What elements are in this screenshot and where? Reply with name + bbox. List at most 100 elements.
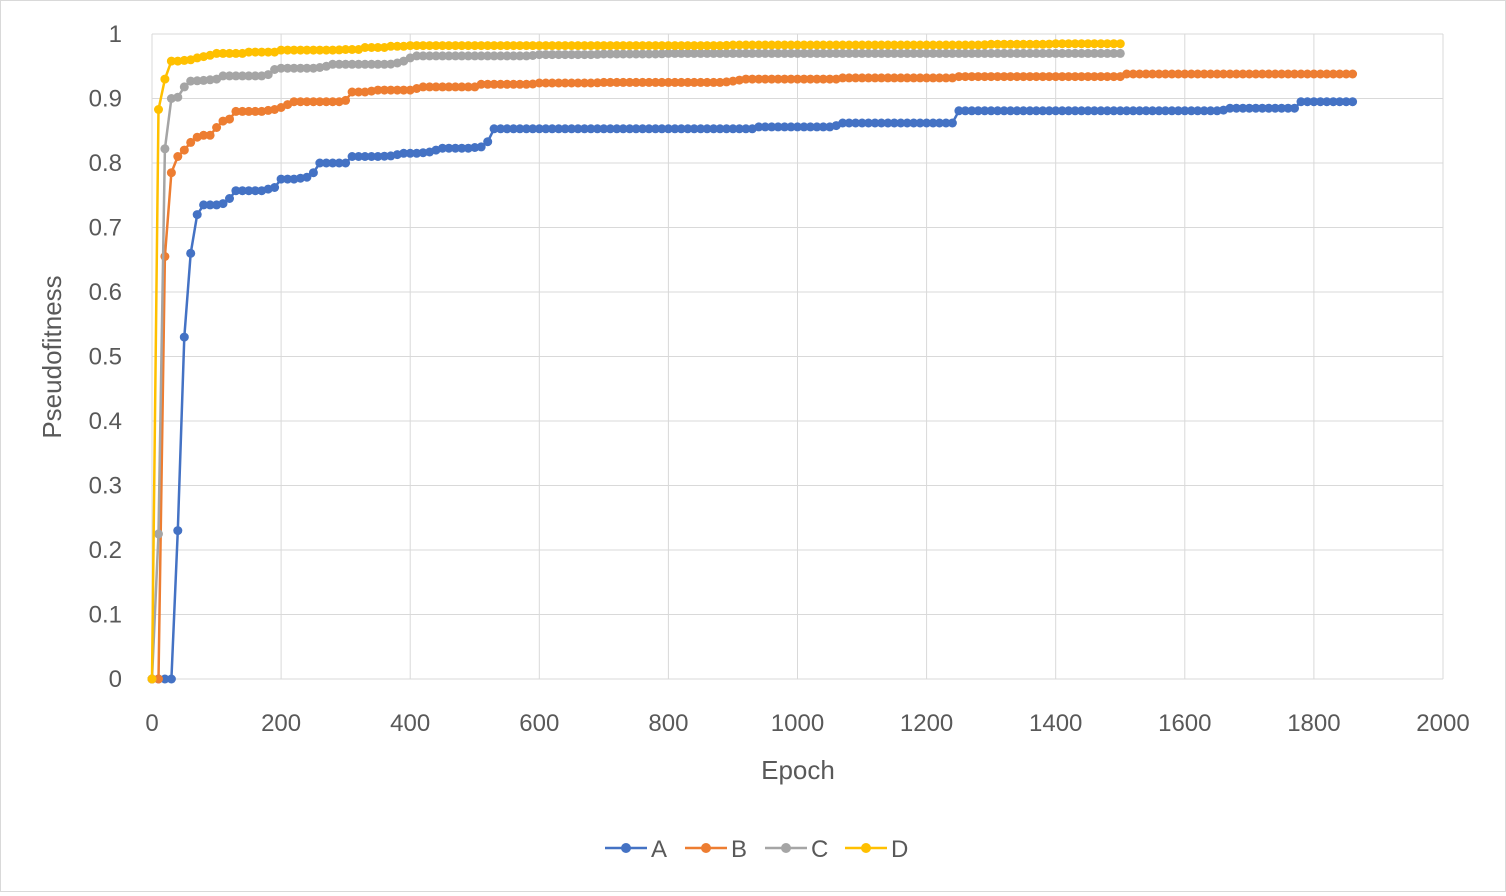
data-point — [767, 74, 777, 84]
data-point — [896, 40, 906, 50]
data-point — [676, 77, 686, 87]
data-point — [154, 105, 163, 114]
data-point — [909, 73, 919, 83]
data-point — [1290, 103, 1299, 113]
y-tick-label: 0.9 — [89, 86, 122, 113]
data-point — [308, 168, 318, 178]
data-point — [909, 118, 919, 128]
data-point — [1051, 39, 1061, 49]
data-point — [534, 50, 544, 60]
y-tick-label: 0.1 — [89, 602, 122, 629]
data-point — [328, 158, 338, 168]
x-tick-label: 600 — [519, 710, 559, 737]
data-point — [379, 151, 389, 161]
data-point — [567, 50, 577, 60]
legend-label: A — [651, 836, 667, 863]
data-point — [328, 97, 338, 107]
y-tick-label: 0.7 — [89, 215, 122, 242]
legend: A B C D — [605, 836, 908, 863]
data-point — [844, 40, 854, 50]
data-point — [909, 48, 919, 58]
data-point — [864, 118, 873, 128]
data-point — [470, 51, 480, 61]
data-point — [663, 48, 673, 58]
legend-item-A: A — [605, 836, 667, 863]
data-point — [870, 73, 880, 83]
tick-labels: 0 0.1 0.2 0.3 0.4 0.5 0.6 0.7 0.8 0.9 1 0 200 400 600 8… — [89, 21, 1470, 737]
data-point — [592, 78, 602, 88]
data-point — [1219, 69, 1228, 79]
data-point — [1044, 48, 1054, 58]
data-point — [612, 124, 622, 134]
data-point — [689, 77, 699, 87]
data-point — [502, 79, 512, 89]
data-point — [173, 56, 183, 66]
data-point — [302, 63, 312, 73]
data-point — [1302, 69, 1312, 79]
data-point — [922, 73, 932, 83]
data-point — [166, 56, 176, 66]
data-point — [799, 122, 809, 132]
data-point — [444, 51, 454, 61]
data-point — [954, 40, 964, 50]
series-lines — [147, 39, 1358, 684]
data-point — [1031, 48, 1041, 58]
data-point — [928, 40, 938, 50]
data-point — [1283, 69, 1293, 79]
data-point — [1083, 106, 1093, 116]
data-point — [237, 186, 247, 196]
data-point — [289, 45, 299, 55]
data-point — [1089, 48, 1099, 58]
x-tick-label: 1200 — [900, 710, 953, 737]
data-point — [754, 40, 764, 50]
data-point — [386, 85, 396, 95]
data-point — [334, 158, 344, 168]
data-point — [1257, 69, 1267, 79]
data-point — [599, 41, 609, 51]
data-point — [592, 124, 602, 134]
data-point — [521, 79, 531, 89]
data-point — [373, 85, 383, 95]
data-point — [941, 40, 951, 50]
data-point — [1277, 69, 1287, 79]
data-point — [218, 199, 228, 209]
x-tick-label: 1600 — [1158, 710, 1211, 737]
data-point — [883, 73, 893, 83]
data-point — [328, 45, 338, 55]
data-point — [496, 51, 506, 61]
data-point — [244, 47, 254, 57]
data-point — [483, 51, 493, 61]
data-point — [431, 51, 441, 61]
data-point — [773, 40, 783, 50]
legend-swatch-marker — [621, 843, 631, 853]
data-point — [1018, 39, 1028, 49]
data-point — [276, 174, 286, 184]
series-D — [147, 39, 1125, 684]
data-point — [825, 74, 835, 84]
data-point — [528, 41, 538, 51]
data-point — [870, 118, 880, 128]
data-point — [444, 82, 454, 92]
data-point — [851, 40, 861, 50]
data-point — [1315, 97, 1325, 107]
data-point — [302, 45, 312, 55]
data-point — [915, 118, 925, 128]
data-point — [296, 97, 305, 107]
data-point — [941, 118, 951, 128]
data-point — [1025, 106, 1035, 116]
data-point — [367, 43, 376, 52]
data-point — [276, 63, 286, 73]
data-point — [1257, 103, 1267, 113]
data-point — [1038, 106, 1048, 116]
data-point — [876, 48, 886, 58]
data-point — [780, 74, 790, 84]
data-point — [541, 50, 551, 60]
data-point — [941, 73, 951, 83]
data-point — [386, 41, 396, 51]
data-point — [580, 78, 589, 88]
data-point — [709, 77, 719, 87]
data-point — [702, 48, 712, 58]
data-point — [296, 63, 305, 73]
data-point — [560, 78, 570, 88]
data-point — [935, 73, 944, 83]
